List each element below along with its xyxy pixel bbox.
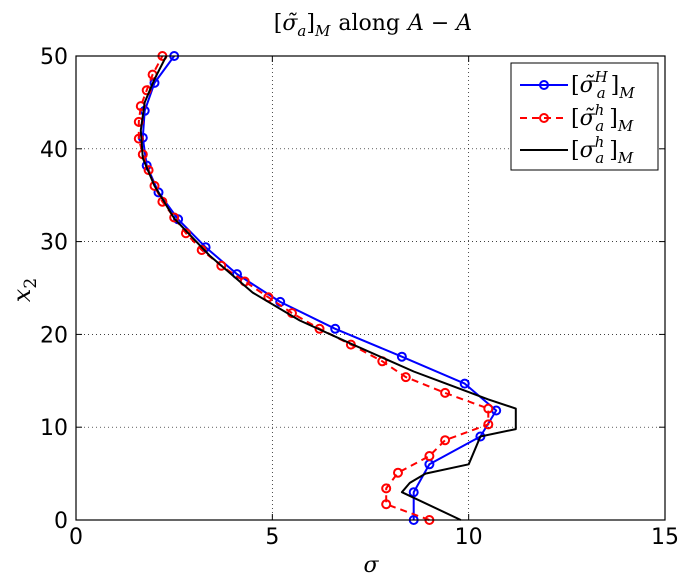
y-tick-label: 40 bbox=[40, 138, 68, 163]
x-tick-label: 10 bbox=[455, 525, 483, 550]
ticks: 0 5 10 15 0 10 20 30 40 50 bbox=[40, 45, 679, 550]
data-point bbox=[440, 387, 451, 398]
data-point bbox=[381, 499, 392, 510]
data-point bbox=[330, 323, 341, 334]
y-axis-label: x2 bbox=[8, 278, 41, 302]
plot-frame bbox=[75, 55, 666, 521]
chart-title: [σ̃a]M along A − A bbox=[274, 11, 472, 40]
data-point bbox=[180, 228, 191, 239]
data-point bbox=[149, 180, 160, 191]
legend-label-series-3: [σh a]M bbox=[571, 133, 634, 167]
series-layer bbox=[133, 51, 517, 525]
y-tick-label: 50 bbox=[40, 45, 68, 70]
legend-label-series-2: [σ̃h a]M bbox=[571, 101, 634, 135]
x-axis-label: σ bbox=[363, 553, 379, 575]
legend-entry-series-2: [σ̃h a]M bbox=[520, 101, 634, 135]
data-point bbox=[133, 133, 144, 144]
x-tick-label: 15 bbox=[651, 525, 679, 550]
data-point bbox=[169, 212, 180, 223]
y-tick-label: 20 bbox=[40, 323, 68, 348]
data-point bbox=[381, 483, 392, 494]
x-tick-label: 5 bbox=[265, 525, 279, 550]
y-tick-label: 0 bbox=[54, 509, 68, 534]
x-tick-label: 0 bbox=[69, 525, 83, 550]
y-tick-label: 30 bbox=[40, 231, 68, 256]
legend-marker-series-1 bbox=[539, 80, 549, 90]
series-3 bbox=[139, 55, 517, 521]
data-point bbox=[440, 435, 451, 446]
legend-marker-series-2 bbox=[539, 113, 549, 123]
data-point bbox=[459, 378, 470, 389]
data-point bbox=[400, 372, 411, 383]
data-point bbox=[314, 323, 325, 334]
series-line-3 bbox=[139, 55, 517, 521]
legend: [σ̃H a]M [σ̃h a]M [σh a]M bbox=[510, 62, 659, 171]
data-point bbox=[424, 451, 435, 461]
grid bbox=[76, 56, 665, 520]
data-point bbox=[216, 260, 227, 271]
legend-box bbox=[510, 62, 659, 171]
legend-label-series-1: [σ̃H a]M bbox=[571, 68, 635, 102]
legend-entry-series-1: [σ̃H a]M bbox=[520, 68, 635, 102]
data-point bbox=[408, 487, 419, 498]
y-tick-label: 10 bbox=[40, 416, 68, 441]
data-point bbox=[393, 467, 403, 478]
data-point bbox=[483, 403, 494, 414]
legend-entry-series-3: [σh a]M bbox=[520, 133, 634, 167]
data-point bbox=[396, 351, 407, 362]
data-point bbox=[483, 419, 494, 430]
